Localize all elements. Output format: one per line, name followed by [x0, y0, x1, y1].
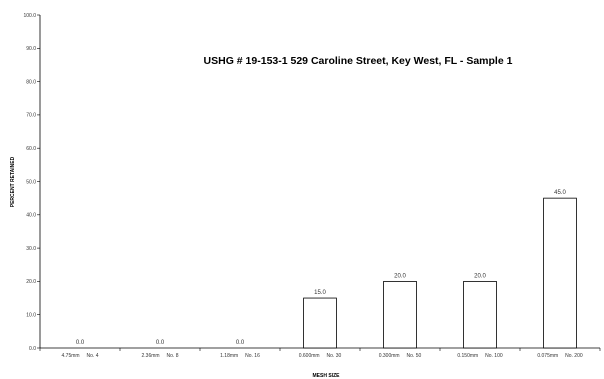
y-tick-label: 70.0	[26, 113, 36, 119]
y-axis: 0.0 10.0 20.0 30.0 40.0 50.0 60.0 70.0 80.0 90.0 1…	[23, 13, 41, 352]
x-tick-labels: 4.75mm No. 4 2.36mm No. 8 1.18mm No. 16 0.6…	[62, 353, 583, 359]
y-tick-label: 50.0	[26, 179, 36, 185]
y-tick-label: 30.0	[26, 246, 36, 252]
x-tick-label: 0.150mm No. 100	[457, 353, 503, 359]
x-tick-label: 4.75mm No. 4	[62, 353, 99, 359]
data-label: 20.0	[394, 273, 406, 279]
x-tick-label: 2.36mm No. 8	[142, 353, 179, 359]
data-label: 45.0	[554, 190, 566, 196]
y-axis-title: PERCENT RETAINED	[10, 156, 16, 207]
chart-title: USHG # 19-153-1 529 Caroline Street, Key…	[204, 55, 513, 67]
y-tick-label: 0.0	[29, 346, 36, 352]
x-tick-label: 0.600mm No. 30	[299, 353, 342, 359]
data-labels: 0.0 0.0 0.0 15.0 20.0 20.0 45.0	[76, 190, 567, 346]
bar	[543, 197, 577, 349]
y-tick-label: 20.0	[26, 279, 36, 285]
x-axis	[39, 347, 601, 351]
data-label: 0.0	[156, 340, 165, 346]
data-label: 15.0	[314, 290, 326, 296]
x-tick-label: 1.18mm No. 16	[220, 353, 260, 359]
bar	[463, 280, 497, 349]
bar	[303, 297, 337, 349]
y-tick-label: 40.0	[26, 213, 36, 219]
y-tick-label: 80.0	[26, 79, 36, 85]
x-tick-label: 0.075mm No. 200	[537, 353, 583, 359]
y-tick-label: 10.0	[26, 313, 36, 319]
y-tick-label: 90.0	[26, 46, 36, 52]
bar	[383, 280, 417, 349]
data-label: 0.0	[76, 340, 85, 346]
x-tick-label: 0.300mm No. 50	[379, 353, 422, 359]
data-label: 0.0	[236, 340, 245, 346]
data-label: 20.0	[474, 273, 486, 279]
y-tick-label: 100.0	[23, 13, 36, 19]
bars	[303, 197, 577, 349]
y-tick-label: 60.0	[26, 146, 36, 152]
x-axis-title: MESH SIZE	[313, 373, 341, 379]
